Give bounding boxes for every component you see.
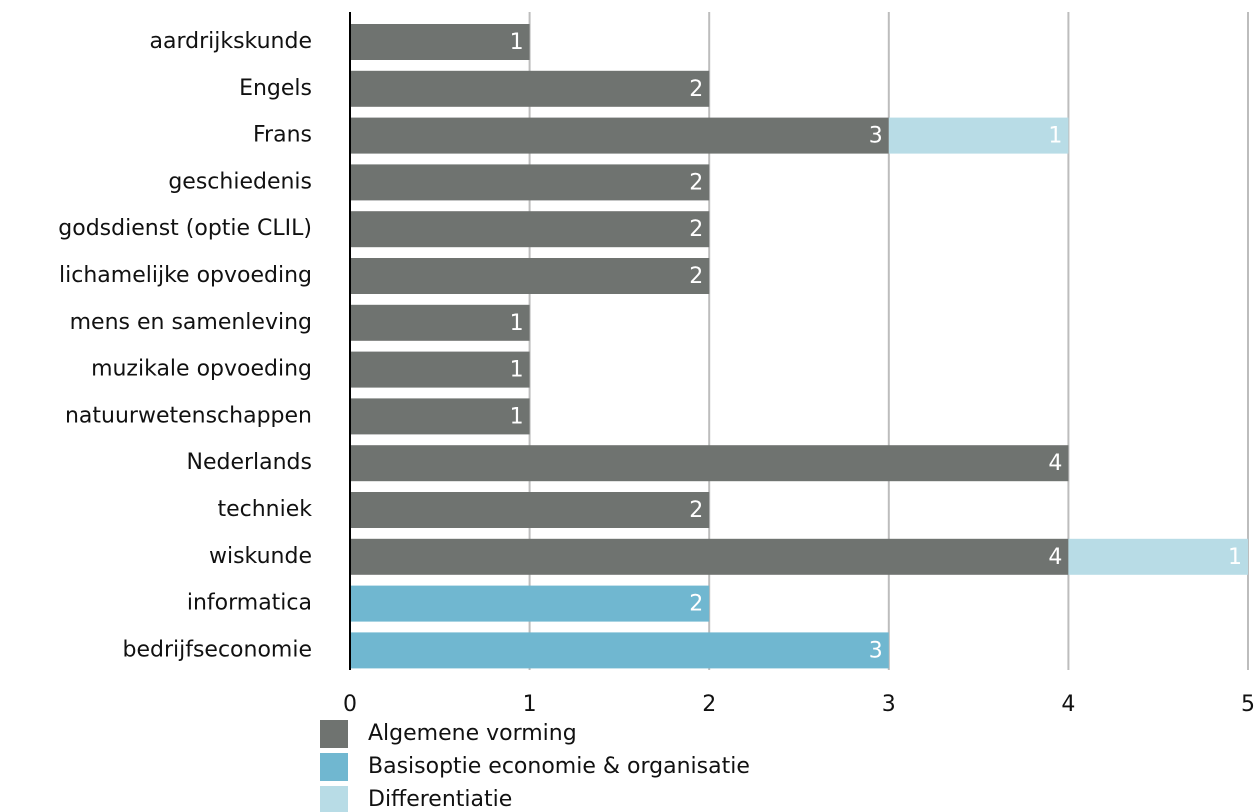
x-tick-label: 3 [882, 692, 896, 717]
bar-segment [350, 538, 1069, 575]
bar-segment [888, 117, 1069, 154]
data-label: 1 [510, 30, 524, 55]
y-tick-label: aardrijkskunde [149, 29, 312, 54]
y-tick-label: bedrijfseconomie [122, 637, 312, 662]
legend-swatch [320, 753, 348, 781]
y-tick-label: Nederlands [186, 450, 312, 475]
y-tick-label: mens en samenleving [70, 310, 312, 335]
data-label: 2 [689, 170, 703, 195]
bar-segment [350, 117, 889, 154]
y-tick-label: natuurwetenschappen [65, 403, 312, 428]
bar-segment [350, 70, 710, 107]
y-tick-label: informatica [187, 591, 312, 616]
data-label: 1 [510, 358, 524, 383]
legend-label: Differentiatie [368, 787, 512, 812]
y-tick-label: lichamelijke opvoeding [59, 263, 312, 288]
y-tick-label: geschiedenis [168, 169, 312, 194]
legend-swatch [320, 786, 348, 812]
y-tick-label: Frans [253, 123, 312, 148]
legend-label: Algemene vorming [368, 721, 577, 746]
bar-segment [350, 351, 530, 388]
bar-segment [350, 398, 530, 435]
data-label: 1 [510, 311, 524, 336]
legend-label: Basisoptie economie & organisatie [368, 754, 750, 779]
bar-segment [350, 164, 710, 201]
data-label: 2 [689, 592, 703, 617]
bar-segment [350, 258, 710, 294]
bar-segment [350, 304, 530, 341]
x-tick-label: 1 [523, 692, 537, 717]
bar-segment [350, 445, 1069, 482]
data-label: 4 [1048, 545, 1062, 570]
data-label: 2 [689, 264, 703, 289]
data-label: 2 [689, 217, 703, 242]
bar-segment [1068, 538, 1248, 575]
data-label: 3 [869, 638, 883, 663]
data-label: 1 [1048, 124, 1062, 149]
y-tick-label: godsdienst (optie CLIL) [58, 216, 312, 241]
bar-segment [350, 24, 530, 60]
y-tick-label: muzikale opvoeding [91, 357, 312, 382]
data-label: 2 [689, 498, 703, 523]
data-label: 3 [869, 124, 883, 149]
bar-segment [350, 211, 710, 248]
data-label: 1 [1228, 545, 1242, 570]
bar-segment [350, 585, 710, 622]
data-label: 1 [510, 404, 524, 429]
bar-segment [350, 492, 710, 528]
y-tick-label: Engels [239, 76, 312, 101]
x-tick-label: 4 [1061, 692, 1075, 717]
data-label: 2 [689, 77, 703, 102]
bar-segment [350, 632, 889, 669]
legend-swatch [320, 720, 348, 748]
data-label: 4 [1048, 451, 1062, 476]
x-tick-label: 2 [702, 692, 716, 717]
x-tick-label: 0 [343, 692, 357, 717]
y-tick-label: techniek [217, 497, 312, 522]
y-tick-label: wiskunde [209, 544, 312, 569]
x-tick-label: 5 [1241, 692, 1255, 717]
